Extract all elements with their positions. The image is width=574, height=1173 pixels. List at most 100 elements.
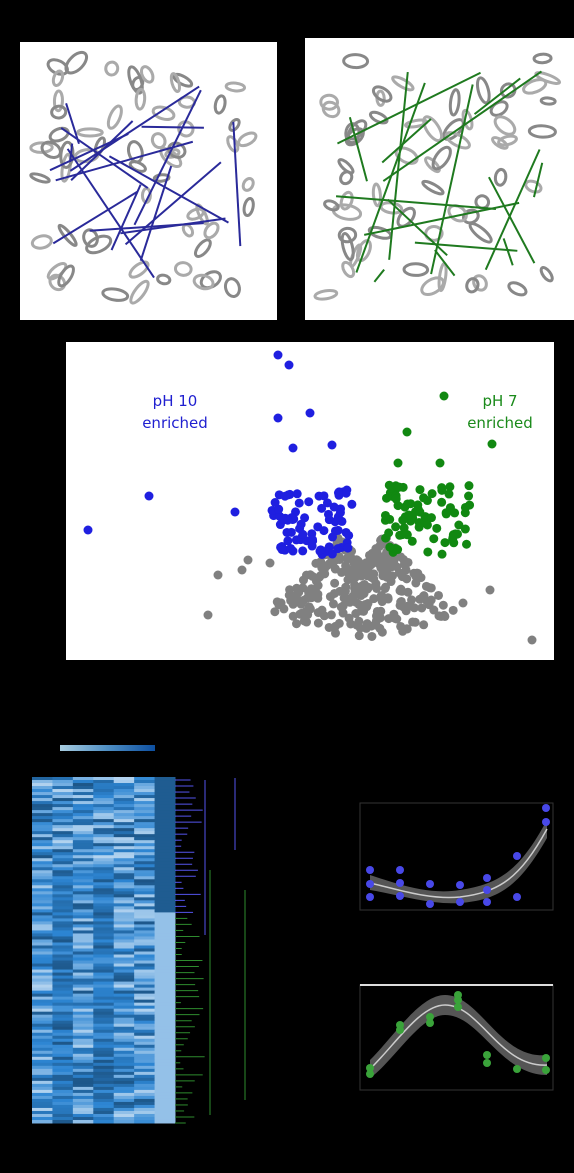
heat-cell <box>73 834 94 838</box>
heat-cell <box>114 900 135 904</box>
heat-cell <box>73 822 94 826</box>
heat-cell <box>52 1105 73 1109</box>
heat-cell <box>134 1033 155 1037</box>
heat-cell <box>32 1066 53 1070</box>
heat-cell <box>52 915 73 919</box>
heat-cell <box>114 1063 135 1067</box>
heat-cell <box>73 988 94 992</box>
heat-cell <box>73 831 94 835</box>
heat-cell <box>134 1075 155 1079</box>
heat-cell <box>93 888 114 892</box>
point <box>483 898 491 906</box>
point <box>483 874 491 882</box>
heat-cell <box>134 1090 155 1094</box>
point <box>375 624 384 633</box>
heat-cell <box>93 813 114 817</box>
heat-cell <box>32 979 53 983</box>
heat-cell <box>32 955 53 959</box>
heat-cell <box>52 825 73 829</box>
heat-cell <box>52 1072 73 1076</box>
point <box>328 441 337 450</box>
heat-cell <box>73 825 94 829</box>
heat-cell <box>155 1036 176 1040</box>
heat-cell <box>32 1105 53 1109</box>
point <box>355 631 364 640</box>
heat-cell <box>93 921 114 925</box>
heat-cell <box>155 1048 176 1052</box>
point <box>324 510 333 519</box>
heat-cell <box>52 970 73 974</box>
heat-cell <box>93 792 114 796</box>
heat-cell <box>114 816 135 820</box>
point <box>396 879 404 887</box>
heat-cell <box>155 861 176 865</box>
heat-cell <box>52 1102 73 1106</box>
heat-cell <box>93 933 114 937</box>
heat-cell <box>52 979 73 983</box>
heat-cell <box>93 915 114 919</box>
heat-cell <box>155 1105 176 1109</box>
heat-cell <box>134 933 155 937</box>
heat-cell <box>52 985 73 989</box>
heat-cell <box>73 1015 94 1019</box>
heat-cell <box>114 955 135 959</box>
heat-cell <box>114 1015 135 1019</box>
heat-cell <box>114 882 135 886</box>
heat-cell <box>32 1033 53 1037</box>
heat-cell <box>73 970 94 974</box>
point <box>384 528 393 537</box>
heat-cell <box>52 1039 73 1043</box>
point <box>306 409 315 418</box>
heat-cell <box>73 973 94 977</box>
heat-cell <box>134 885 155 889</box>
point <box>214 571 223 580</box>
heat-cell <box>134 870 155 874</box>
heat-cell <box>134 1072 155 1076</box>
heat-cell <box>134 982 155 986</box>
point <box>293 489 302 498</box>
heat-cell <box>52 1003 73 1007</box>
heat-cell <box>52 991 73 995</box>
heat-cell <box>134 891 155 895</box>
heat-cell <box>52 1021 73 1025</box>
point <box>285 361 294 370</box>
heat-cell <box>114 876 135 880</box>
point <box>542 1054 550 1062</box>
heat-cell <box>32 816 53 820</box>
point <box>283 516 292 525</box>
heat-cell <box>73 1102 94 1106</box>
heat-cell <box>134 1120 155 1124</box>
heat-cell <box>114 864 135 868</box>
heat-cell <box>134 915 155 919</box>
heat-cell <box>73 798 94 802</box>
point <box>434 591 443 600</box>
heat-cell <box>114 909 135 913</box>
heat-cell <box>73 997 94 1001</box>
heat-cell <box>93 948 114 952</box>
heat-cell <box>155 1015 176 1019</box>
point <box>367 632 376 641</box>
point <box>528 636 537 645</box>
heat-cell <box>32 1054 53 1058</box>
point <box>461 525 470 534</box>
heat-cell <box>134 967 155 971</box>
heat-cell <box>114 927 135 931</box>
heat-cell <box>155 876 176 880</box>
heat-cell <box>114 1120 135 1124</box>
heat-cell <box>93 997 114 1001</box>
heat-cell <box>155 961 176 965</box>
heat-cell <box>134 864 155 868</box>
heat-cell <box>32 1117 53 1121</box>
heat-cell <box>114 967 135 971</box>
point <box>315 573 324 582</box>
heat-cell <box>52 780 73 784</box>
heat-cell <box>114 1024 135 1028</box>
heat-cell <box>52 855 73 859</box>
heat-cell <box>134 936 155 940</box>
heat-cell <box>32 1108 53 1112</box>
heat-cell <box>52 819 73 823</box>
heat-cell <box>134 1054 155 1058</box>
heat-cell <box>114 933 135 937</box>
heat-cell <box>93 780 114 784</box>
heat-cell <box>73 1084 94 1088</box>
